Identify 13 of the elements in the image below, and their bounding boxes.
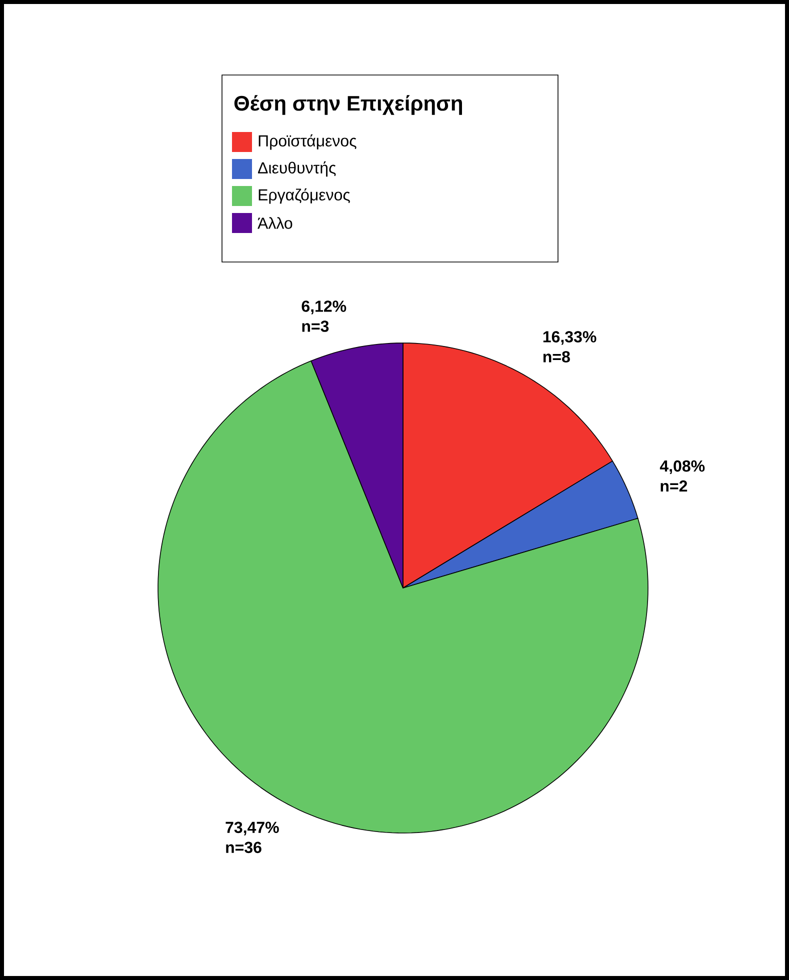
data-label: 16,33%: [543, 331, 596, 345]
legend-title: Θέση στην Επιχείρηση: [234, 95, 462, 115]
legend-label: Προϊστάμενος: [258, 134, 356, 150]
data-label: 4,08%: [660, 460, 705, 474]
text: n=8: [543, 351, 570, 362]
data-label: 6,12%: [302, 300, 346, 314]
text: n=2: [660, 480, 688, 492]
legend-label: Άλλο: [258, 217, 292, 229]
legend-label: Διευθυντής: [258, 161, 336, 177]
legend-label: Εργαζόμενος: [258, 188, 350, 204]
text: n=3: [302, 320, 329, 332]
text: n=36: [226, 842, 262, 854]
data-label: 73,47%: [226, 822, 279, 836]
